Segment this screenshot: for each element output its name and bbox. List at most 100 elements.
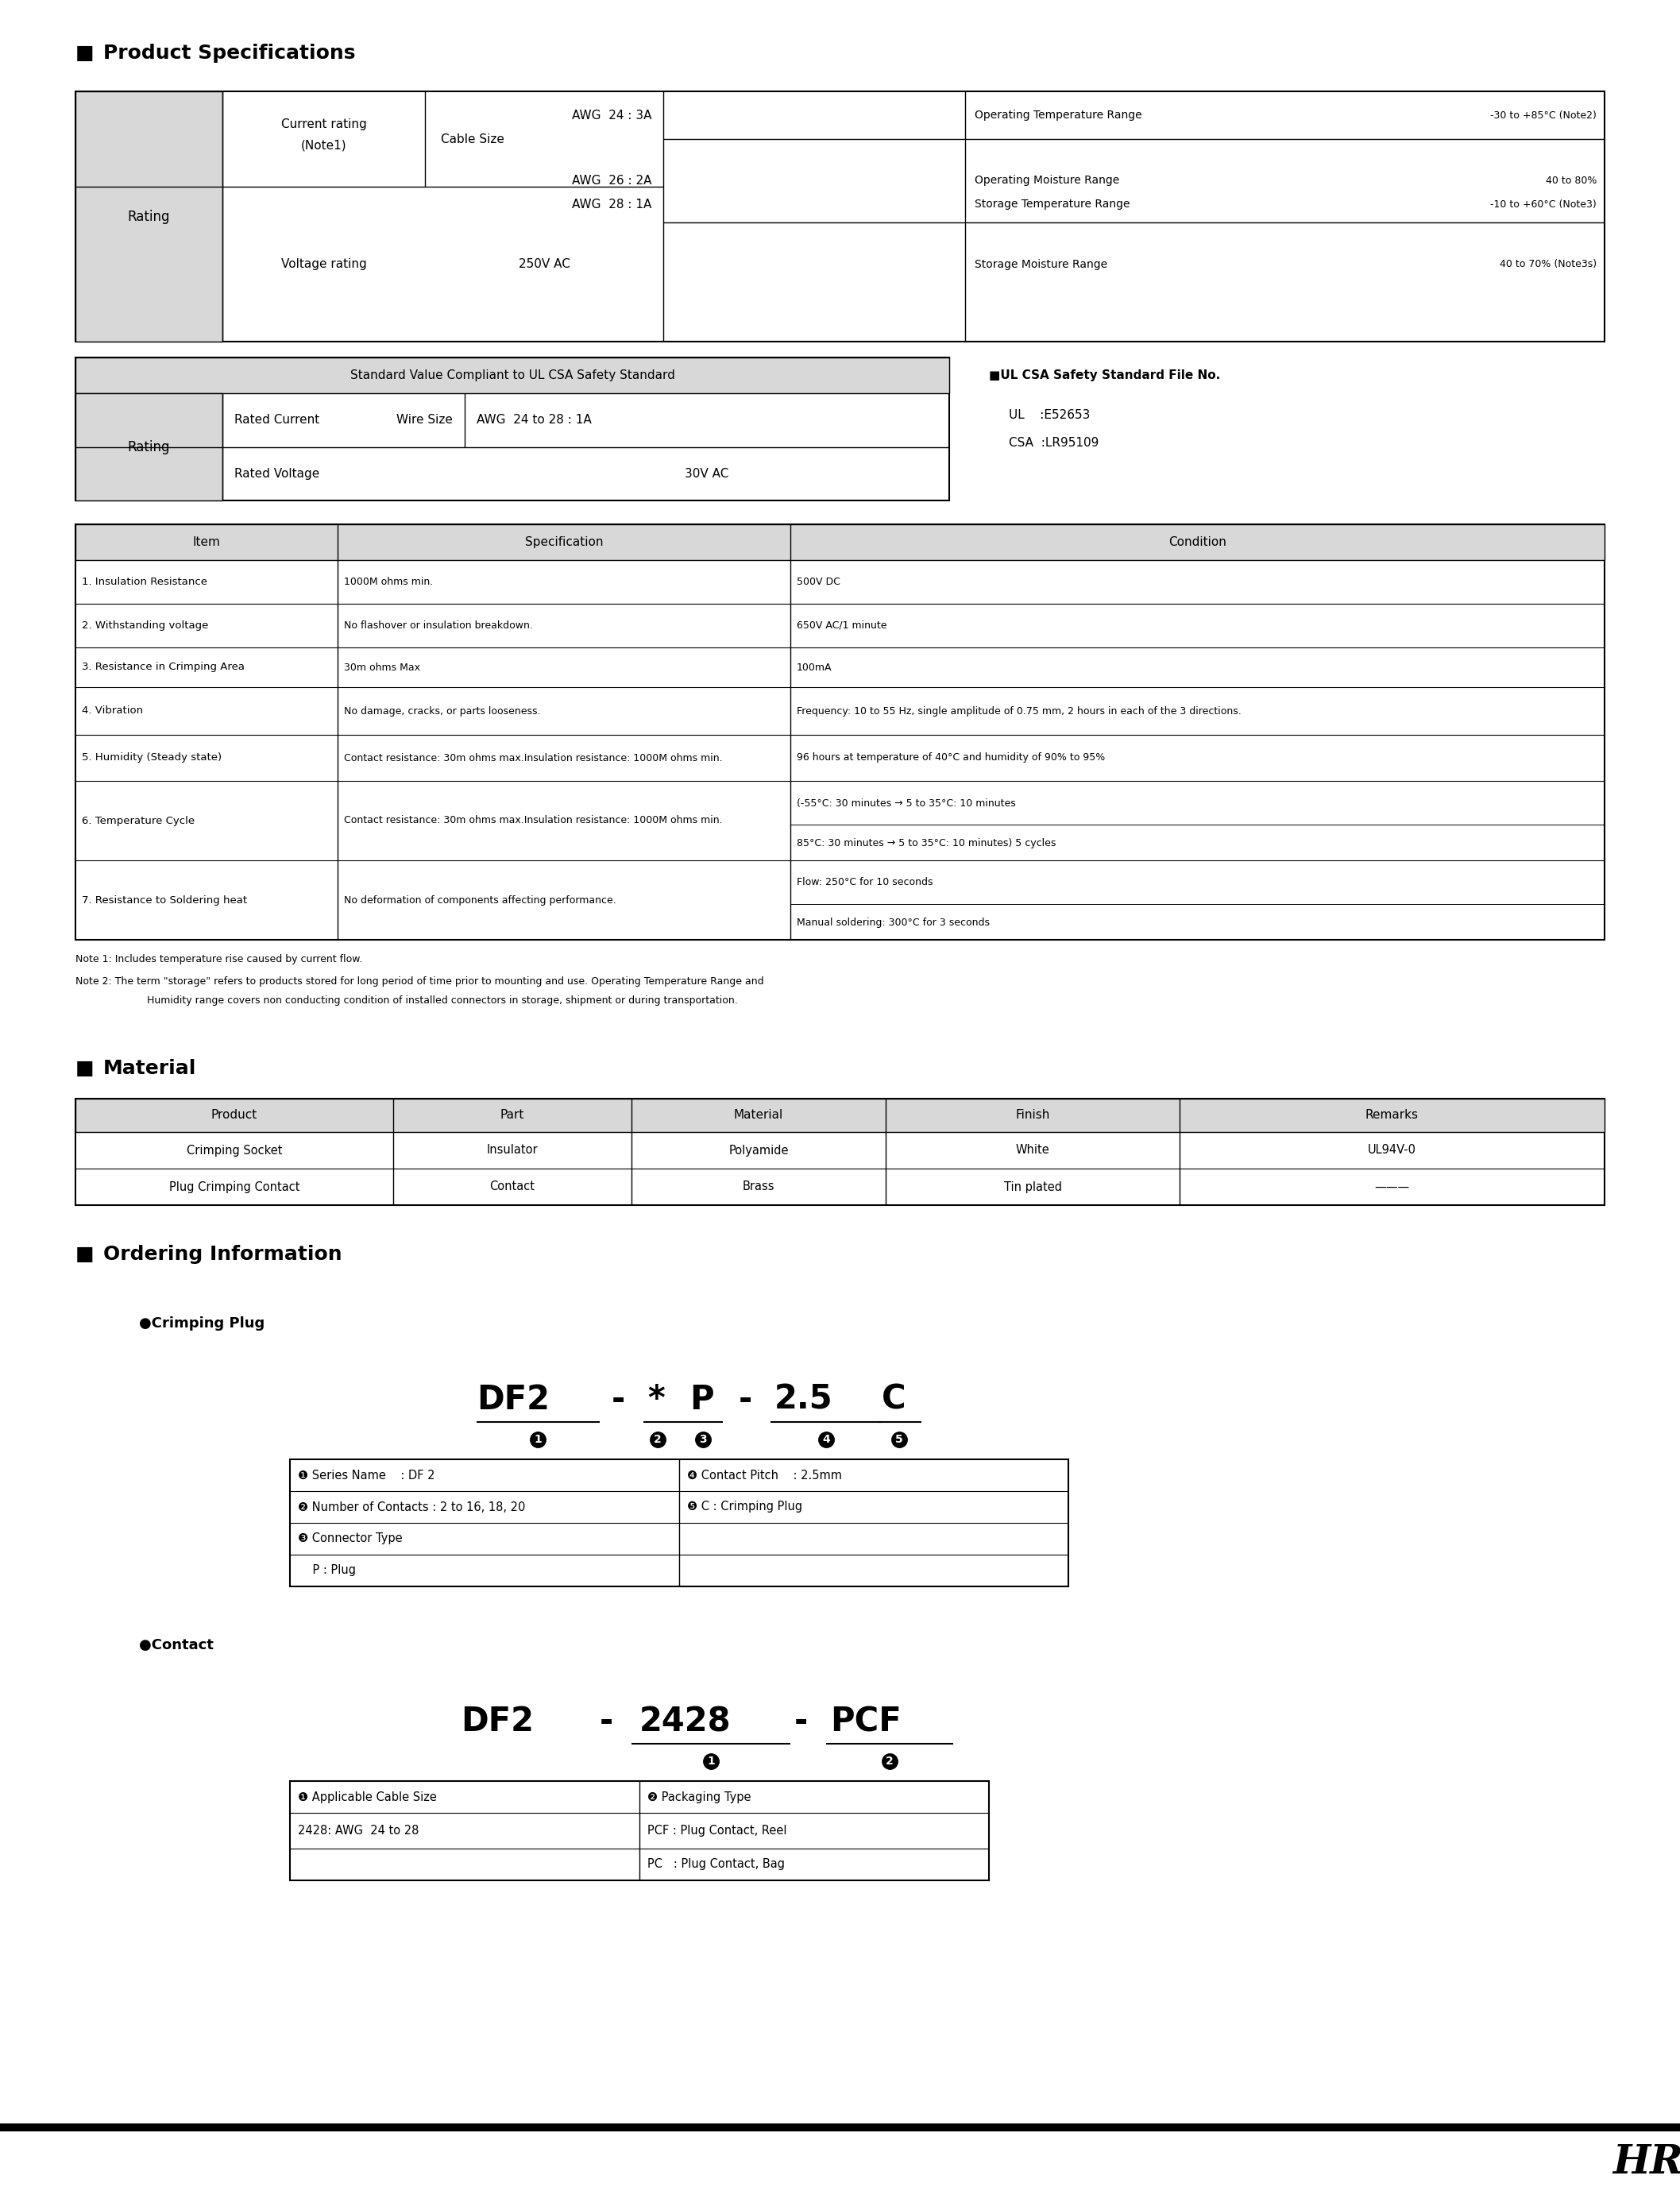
Text: Operating Moisture Range: Operating Moisture Range: [974, 175, 1119, 186]
Text: 3: 3: [699, 1435, 707, 1446]
Text: Part: Part: [501, 1109, 524, 1122]
Text: *: *: [647, 1382, 665, 1417]
Text: Voltage rating: Voltage rating: [281, 258, 366, 271]
Text: AWG  24 to 28 : 1A: AWG 24 to 28 : 1A: [477, 413, 591, 426]
Text: 2428: AWG  24 to 28: 2428: AWG 24 to 28: [297, 1824, 418, 1837]
Text: 500V DC: 500V DC: [796, 577, 840, 586]
Text: Polyamide: Polyamide: [729, 1144, 788, 1157]
Text: Item: Item: [193, 536, 220, 549]
Text: 5: 5: [895, 1435, 904, 1446]
Text: Contact resistance: 30m ohms max.Insulation resistance: 1000M ohms min.: Contact resistance: 30m ohms max.Insulat…: [344, 752, 722, 763]
Text: PCF: PCF: [830, 1706, 902, 1739]
Text: UL94V-0: UL94V-0: [1368, 1144, 1416, 1157]
Bar: [0, 2124, 1680, 2132]
Text: Storage Temperature Range: Storage Temperature Range: [974, 199, 1131, 210]
Text: 1000M ohms min.: 1000M ohms min.: [344, 577, 433, 586]
Text: DF2: DF2: [460, 1706, 534, 1739]
Text: -30 to +85°C (Note2): -30 to +85°C (Note2): [1490, 109, 1596, 120]
Text: Wire Size: Wire Size: [396, 413, 454, 426]
Text: Ordering Information: Ordering Information: [102, 1244, 343, 1264]
Bar: [291, 1459, 1068, 1586]
Bar: [76, 1098, 1604, 1133]
Text: Note 2: The term "storage" refers to products stored for long period of time pri: Note 2: The term "storage" refers to pro…: [76, 975, 764, 986]
Text: -: -: [739, 1382, 753, 1417]
Text: Finish: Finish: [1015, 1109, 1050, 1122]
Text: ■UL CSA Safety Standard File No.: ■UL CSA Safety Standard File No.: [990, 370, 1220, 381]
Bar: [76, 92, 1604, 341]
Text: ❸ Connector Type: ❸ Connector Type: [297, 1533, 403, 1544]
Text: Storage Moisture Range: Storage Moisture Range: [974, 258, 1107, 269]
Text: 3. Resistance in Crimping Area: 3. Resistance in Crimping Area: [82, 663, 245, 671]
Text: Cable Size: Cable Size: [440, 133, 504, 144]
Text: -: -: [795, 1706, 808, 1739]
Text: DF2: DF2: [477, 1382, 549, 1417]
Text: C: C: [882, 1382, 906, 1417]
Text: ●Contact: ●Contact: [139, 1638, 213, 1653]
Text: ❷ Packaging Type: ❷ Packaging Type: [647, 1791, 751, 1802]
Text: Rating: Rating: [128, 210, 170, 223]
Text: (Note1): (Note1): [301, 140, 346, 151]
Text: 650V AC/1 minute: 650V AC/1 minute: [796, 621, 887, 630]
Text: 30m ohms Max: 30m ohms Max: [344, 663, 420, 671]
Text: 96 hours at temperature of 40°C and humidity of 90% to 95%: 96 hours at temperature of 40°C and humi…: [796, 752, 1105, 763]
Bar: [76, 92, 222, 341]
Text: CSA  :LR95109: CSA :LR95109: [1008, 437, 1099, 448]
Bar: [76, 356, 949, 394]
Text: 100mA: 100mA: [796, 663, 832, 671]
Text: 85°C: 30 minutes → 5 to 35°C: 10 minutes) 5 cycles: 85°C: 30 minutes → 5 to 35°C: 10 minutes…: [796, 838, 1057, 849]
Text: Product: Product: [212, 1109, 257, 1122]
Text: 2. Withstanding voltage: 2. Withstanding voltage: [82, 621, 208, 630]
Text: Material: Material: [102, 1059, 197, 1078]
Text: Operating Temperature Range: Operating Temperature Range: [974, 109, 1142, 120]
Text: Material: Material: [734, 1109, 783, 1122]
Text: ❶ Applicable Cable Size: ❶ Applicable Cable Size: [297, 1791, 437, 1802]
Text: PCF : Plug Contact, Reel: PCF : Plug Contact, Reel: [647, 1824, 786, 1837]
Bar: [76, 356, 949, 501]
Text: No deformation of components affecting performance.: No deformation of components affecting p…: [344, 894, 617, 905]
Text: 1: 1: [534, 1435, 541, 1446]
Text: Insulator: Insulator: [487, 1144, 538, 1157]
Text: UL    :E52653: UL :E52653: [1008, 409, 1090, 422]
Text: Humidity range covers non conducting condition of installed connectors in storag: Humidity range covers non conducting con…: [146, 995, 738, 1006]
Text: HRS: HRS: [1613, 2143, 1680, 2183]
Text: ■: ■: [76, 1059, 94, 1078]
Text: AWG  26 : 2A: AWG 26 : 2A: [571, 175, 652, 186]
Text: Remarks: Remarks: [1366, 1109, 1418, 1122]
Text: Manual soldering: 300°C for 3 seconds: Manual soldering: 300°C for 3 seconds: [796, 916, 990, 927]
Bar: [76, 525, 1604, 940]
Text: P: P: [689, 1382, 714, 1417]
Text: 40 to 80%: 40 to 80%: [1546, 175, 1596, 186]
Text: 7. Resistance to Soldering heat: 7. Resistance to Soldering heat: [82, 894, 247, 905]
Text: Plug Crimping Contact: Plug Crimping Contact: [170, 1181, 299, 1192]
Text: (-55°C: 30 minutes → 5 to 35°C: 10 minutes: (-55°C: 30 minutes → 5 to 35°C: 10 minut…: [796, 798, 1016, 809]
Text: 2: 2: [885, 1756, 894, 1767]
Text: Current rating: Current rating: [281, 118, 366, 131]
Text: P : Plug: P : Plug: [297, 1564, 356, 1577]
Text: 2.5: 2.5: [774, 1382, 833, 1417]
Text: Rated Current: Rated Current: [234, 413, 319, 426]
Text: Contact: Contact: [489, 1181, 534, 1192]
Text: AWG  24 : 3A: AWG 24 : 3A: [571, 109, 652, 120]
Text: Flow: 250°C for 10 seconds: Flow: 250°C for 10 seconds: [796, 877, 932, 888]
Text: ❷ Number of Contacts : 2 to 16, 18, 20: ❷ Number of Contacts : 2 to 16, 18, 20: [297, 1500, 526, 1513]
Text: Frequency: 10 to 55 Hz, single amplitude of 0.75 mm, 2 hours in each of the 3 di: Frequency: 10 to 55 Hz, single amplitude…: [796, 706, 1242, 715]
Text: 2: 2: [654, 1435, 662, 1446]
Text: No damage, cracks, or parts looseness.: No damage, cracks, or parts looseness.: [344, 706, 541, 715]
Text: 5. Humidity (Steady state): 5. Humidity (Steady state): [82, 752, 222, 763]
Text: No flashover or insulation breakdown.: No flashover or insulation breakdown.: [344, 621, 533, 630]
Text: 2428: 2428: [640, 1706, 731, 1739]
Text: -: -: [612, 1382, 625, 1417]
Bar: [76, 525, 1604, 560]
Bar: [76, 394, 222, 501]
Text: -: -: [600, 1706, 613, 1739]
Text: 250V AC: 250V AC: [519, 258, 570, 271]
Text: ●Crimping Plug: ●Crimping Plug: [139, 1317, 265, 1330]
Text: 40 to 70% (Note3s): 40 to 70% (Note3s): [1500, 258, 1596, 269]
Text: 4. Vibration: 4. Vibration: [82, 706, 143, 715]
Text: 1: 1: [707, 1756, 714, 1767]
Text: ■: ■: [76, 1244, 94, 1264]
Text: ———: ———: [1374, 1181, 1410, 1192]
Text: Note 1: Includes temperature rise caused by current flow.: Note 1: Includes temperature rise caused…: [76, 954, 363, 964]
Text: Crimping Socket: Crimping Socket: [186, 1144, 282, 1157]
Text: Brass: Brass: [743, 1181, 774, 1192]
